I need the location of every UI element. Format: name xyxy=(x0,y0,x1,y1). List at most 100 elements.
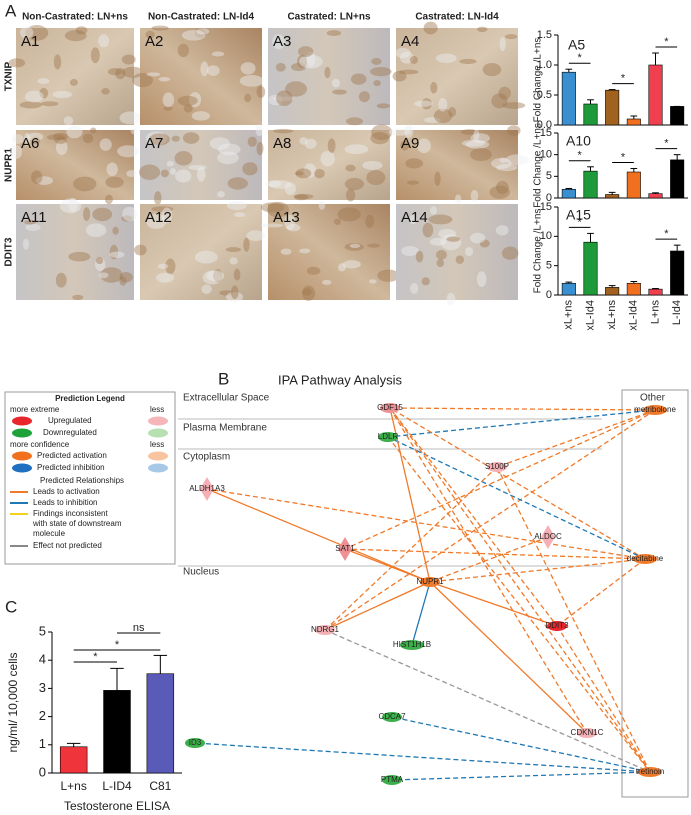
tissue-texture xyxy=(134,244,147,256)
x-tick-label: L+ns xyxy=(649,300,661,325)
legend-text: Leads to inhibition xyxy=(33,498,98,507)
node-label: CDKN1C xyxy=(571,728,604,737)
tissue-texture xyxy=(31,136,41,145)
swatch xyxy=(12,416,32,426)
relationship-edge xyxy=(391,716,651,773)
tissue-texture xyxy=(491,158,512,169)
tissue-texture xyxy=(371,124,393,141)
y-tick-label: 1.0 xyxy=(537,59,552,71)
compartment-label: Other xyxy=(640,393,666,404)
legend-text: Predicted activation xyxy=(37,451,107,460)
significance-label: * xyxy=(664,228,669,240)
tissue-texture xyxy=(160,169,169,178)
micrograph xyxy=(16,204,134,300)
legend-text: molecule xyxy=(33,529,66,538)
tissue-texture xyxy=(285,81,308,97)
x-tick-label: xL+ns xyxy=(563,300,575,330)
tissue-texture xyxy=(370,66,392,77)
row-label: NUPR1 xyxy=(4,148,15,182)
node-label: tretinoin xyxy=(636,767,664,776)
network-node xyxy=(382,712,402,722)
legend-text: Findings inconsistent xyxy=(33,509,108,518)
tissue-texture xyxy=(206,65,220,76)
tissue-texture xyxy=(121,54,136,65)
y-axis-label: Fold Change /L+ns xyxy=(533,209,544,294)
tissue-texture xyxy=(499,37,506,52)
tissue-texture xyxy=(489,185,511,199)
tissue-texture xyxy=(230,285,239,300)
relationship-edge xyxy=(391,771,651,781)
swatch xyxy=(12,463,32,473)
image-label: A8 xyxy=(273,135,291,152)
tissue-texture xyxy=(280,248,292,255)
other-box xyxy=(621,389,689,798)
tissue-texture xyxy=(358,91,370,103)
legend-box xyxy=(4,391,176,565)
tissue-texture xyxy=(495,225,509,236)
relationship-edge xyxy=(389,407,646,560)
tissue-texture xyxy=(194,28,206,38)
tissue-texture xyxy=(243,237,250,252)
tissue-texture xyxy=(421,277,430,286)
bar xyxy=(605,194,620,199)
image-label: A14 xyxy=(401,209,428,226)
tissue-texture xyxy=(417,138,431,154)
legend-text: more confidence xyxy=(10,440,70,449)
significance-label: * xyxy=(664,36,669,48)
tissue-texture xyxy=(459,58,477,65)
tissue-texture xyxy=(346,117,363,126)
tissue-texture xyxy=(194,250,218,264)
tissue-texture xyxy=(507,125,521,136)
x-tick-label: L-Id4 xyxy=(671,300,683,325)
tissue-texture xyxy=(495,180,509,195)
x-tick-label: C81 xyxy=(149,779,171,793)
image-label: A11 xyxy=(21,209,47,226)
tissue-texture xyxy=(392,70,407,82)
tissue-texture xyxy=(448,106,457,117)
legend-text: less xyxy=(150,405,164,414)
legend-text: less xyxy=(150,440,164,449)
tissue-texture xyxy=(92,207,113,222)
tissue-texture xyxy=(303,163,317,178)
y-tick-label: 0 xyxy=(546,192,552,204)
swatch xyxy=(148,451,168,461)
tissue-texture xyxy=(53,54,62,70)
tissue-texture xyxy=(268,180,292,189)
y-axis-label: Fold Change /L+ns xyxy=(533,38,544,123)
bar xyxy=(103,690,131,774)
bar xyxy=(648,64,663,126)
chart-title: A5 xyxy=(568,37,585,53)
tissue-texture xyxy=(122,206,137,222)
bar xyxy=(626,282,641,296)
tissue-texture xyxy=(455,255,464,264)
tissue-texture xyxy=(284,182,296,196)
y-tick-label: 1 xyxy=(39,736,46,751)
tissue-texture xyxy=(130,127,138,135)
node-label: ID3 xyxy=(189,738,202,747)
column-header: Non-Castrated: LN+ns xyxy=(22,12,128,23)
tissue-texture xyxy=(209,137,230,150)
tissue-texture xyxy=(229,257,238,265)
significance-label: * xyxy=(93,651,98,663)
tissue-texture xyxy=(68,197,78,212)
tissue-texture xyxy=(201,284,212,294)
tissue-texture xyxy=(505,154,529,166)
relationship-edge xyxy=(387,409,656,438)
relationship-edge xyxy=(411,581,431,646)
tissue-texture xyxy=(177,95,198,106)
image-label: A4 xyxy=(401,33,419,50)
compartment-label: Nucleus xyxy=(183,567,219,578)
tissue-texture xyxy=(337,207,361,222)
tissue-texture xyxy=(162,92,175,108)
tissue-texture xyxy=(284,214,296,230)
y-tick-label: 1.5 xyxy=(537,29,552,41)
tissue-texture xyxy=(428,214,453,225)
swatch xyxy=(148,463,168,473)
node-label: SAT1 xyxy=(335,544,355,553)
micrograph xyxy=(140,130,262,200)
network-node xyxy=(577,728,597,738)
tissue-texture xyxy=(233,268,241,281)
tissue-texture xyxy=(191,111,210,121)
tissue-texture xyxy=(290,63,307,71)
